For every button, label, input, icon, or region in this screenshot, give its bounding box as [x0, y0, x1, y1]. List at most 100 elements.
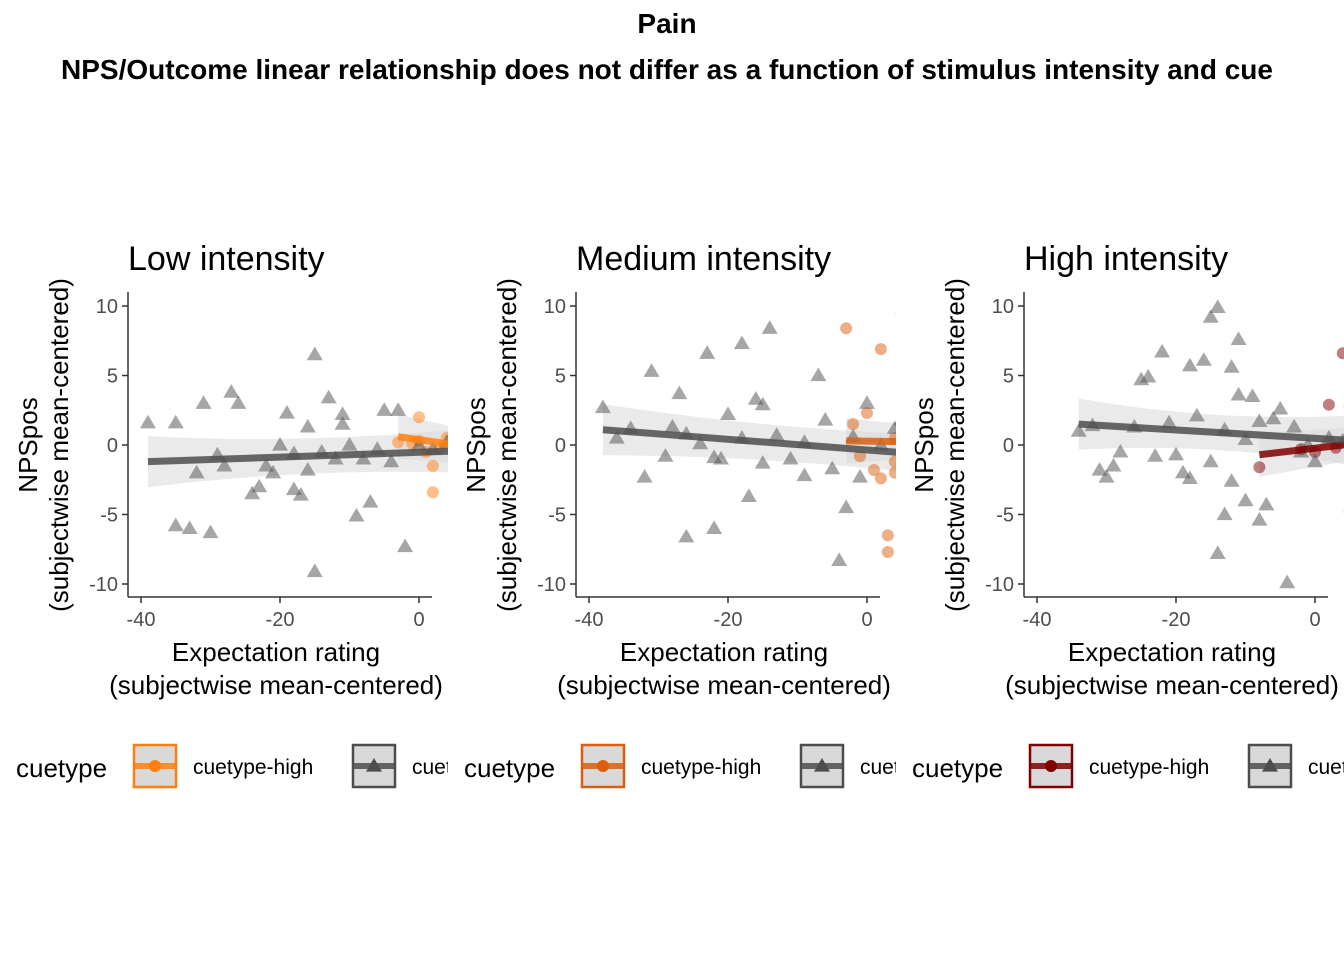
data-point: [895, 311, 896, 315]
y-tick-label: 0: [1003, 435, 1014, 457]
x-tick-label: 0: [1309, 609, 1320, 631]
data-point: [678, 528, 695, 543]
legends: cuetype cuetype-high cuetype-low cuetype cue…: [16, 743, 1344, 789]
panel-title: Medium intensity: [576, 240, 831, 278]
data-point: [664, 418, 681, 433]
panels: Low intensity -10 -5 0 5 10 -40 -20 0 20 40 Expecta…: [13, 240, 1344, 700]
y-tick-label: 0: [107, 435, 118, 457]
y-tick-label: 10: [992, 296, 1014, 318]
y-tick-label: -5: [100, 505, 118, 527]
data-point: [299, 418, 316, 433]
data-point: [251, 478, 268, 493]
data-point: [796, 467, 813, 482]
data-point: [824, 460, 841, 475]
data-point: [1091, 462, 1108, 476]
legend-key-marker: [149, 760, 161, 772]
legend-label: cuetype-high: [193, 756, 313, 779]
legend-key-marker: [814, 758, 830, 772]
data-point: [552, 344, 564, 356]
data-point: [1028, 517, 1040, 529]
y-tick-label: 5: [1003, 366, 1014, 388]
data-point: [1007, 397, 1019, 409]
data-point: [782, 450, 799, 465]
data-point: [1209, 545, 1226, 560]
data-point: [1195, 352, 1212, 366]
regression-line: [1078, 420, 1344, 444]
x-tick-label: -40: [1023, 609, 1052, 631]
data-point: [754, 396, 771, 411]
legend-label: cuetype-high: [641, 756, 761, 779]
data-point: [531, 360, 543, 372]
data-point: [886, 420, 896, 434]
data-point: [476, 504, 488, 516]
regression-line: [602, 426, 896, 456]
data-point: [594, 399, 611, 414]
data-point: [230, 395, 247, 409]
data-point: [1230, 331, 1247, 345]
data-point: [1132, 447, 1144, 459]
data-point: [413, 411, 425, 424]
data-point: [677, 560, 689, 572]
data-point: [615, 478, 627, 490]
data-point: [1042, 418, 1054, 430]
data-point: [1181, 357, 1198, 372]
data-point: [1188, 407, 1205, 422]
data-point: [1258, 496, 1275, 511]
data-point: [861, 407, 873, 420]
regression-line: [846, 437, 896, 446]
y-tick-label: -10: [89, 574, 118, 596]
data-point: [874, 472, 887, 485]
data-point: [362, 493, 379, 508]
data-point: [1021, 468, 1033, 480]
data-point: [888, 455, 896, 468]
data-point: [1336, 347, 1344, 360]
data-point: [376, 402, 393, 416]
legend-1: cuetype cuetype-high cuetype-low: [16, 743, 448, 789]
data-point: [1202, 309, 1219, 323]
data-point: [838, 499, 855, 514]
data-point: [768, 427, 785, 441]
data-point: [531, 418, 543, 430]
legend-title: cuetype: [16, 753, 107, 783]
y-axis-label: (subjectwise mean-centered): [44, 278, 74, 612]
data-point: [874, 343, 887, 356]
data-point: [299, 462, 316, 476]
data-point: [733, 335, 750, 350]
data-point: [223, 384, 240, 398]
data-point: [1049, 414, 1061, 426]
data-point: [747, 391, 764, 405]
data-point: [1251, 512, 1268, 526]
data-point: [1307, 453, 1323, 468]
y-axis-label: NPSpos: [13, 397, 43, 492]
data-point: [893, 421, 896, 426]
data-point: [181, 520, 198, 534]
data-point: [411, 437, 427, 451]
data-point: [202, 524, 219, 539]
data-point: [859, 395, 875, 409]
data-point: [1251, 413, 1268, 427]
legend-key-marker: [597, 760, 609, 772]
y-tick-label: 5: [555, 366, 566, 388]
data-point: [426, 459, 439, 472]
x-tick-label: -40: [575, 609, 604, 631]
x-tick-label: 40: [1134, 609, 1156, 631]
data-point: [1000, 414, 1012, 426]
data-point: [657, 448, 674, 462]
panel-2: Medium intensity -10 -5 0 5 10 -40 -20 0 20 40 Expe…: [461, 240, 1156, 700]
data-point: [972, 408, 984, 420]
y-tick-label: -5: [996, 505, 1014, 527]
y-axis-label: (subjectwise mean-centered): [940, 278, 970, 612]
data-point: [292, 487, 309, 501]
legend-3: cuetype cuetype-high cuetype-low: [912, 743, 1344, 789]
x-tick-label: -20: [1162, 609, 1191, 631]
data-point: [447, 443, 448, 447]
data-point: [677, 515, 689, 527]
data-point: [383, 453, 400, 468]
data-point: [643, 363, 660, 377]
data-point: [1253, 461, 1266, 474]
data-point: [720, 406, 736, 421]
regression-line: [147, 447, 448, 466]
data-point: [754, 455, 771, 469]
data-point: [1286, 418, 1303, 433]
